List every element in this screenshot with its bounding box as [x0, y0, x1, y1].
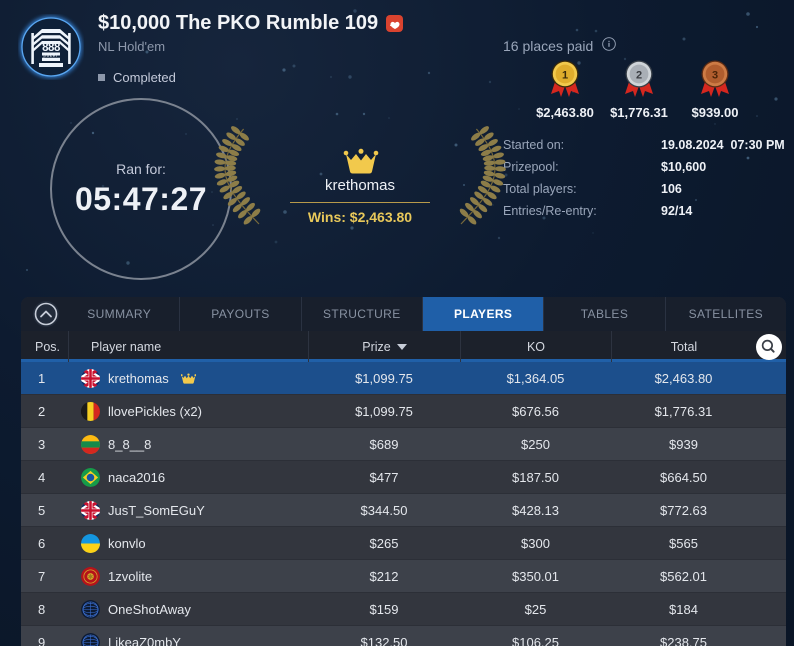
svg-text:3: 3 [712, 70, 718, 82]
svg-text:1: 1 [562, 70, 568, 82]
svg-text:2: 2 [636, 70, 642, 82]
svg-text:poker: poker [43, 53, 58, 58]
